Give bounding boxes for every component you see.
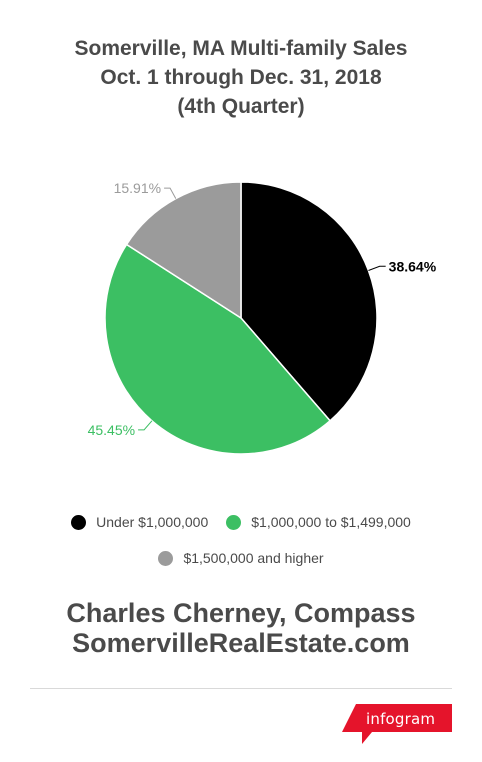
title-line-2: Oct. 1 through Dec. 31, 2018 [100,66,382,89]
pie-label-1m-to-1-499m: 45.45% [88,422,135,438]
footer-line-1: Charles Cherney, Compass [66,598,416,628]
legend-swatch-1-5m-and-higher [158,550,174,566]
legend-row-2: $1,500,000 and higher [0,550,482,566]
legend-swatch-1m-to-1-499m [226,514,242,530]
footer-line-2: SomervilleRealEstate.com [72,628,410,658]
title-line-1: Somerville, MA Multi-family Sales [74,37,408,60]
legend-swatch-under-1m [71,514,87,530]
legend-label-1-5m-and-higher: $1,500,000 and higher [183,550,324,566]
infogram-logo[interactable]: infogram [342,704,452,746]
pie-label-leader-1m-to-1-499m [138,420,153,431]
legend-label-under-1m: Under $1,000,000 [96,514,209,530]
legend-row-1: Under $1,000,000 $1,000,000 to $1,499,00… [0,514,482,530]
pie-label-leader-1-5m-and-higher [164,187,177,199]
legend-item-1-5m-and-higher[interactable]: $1,500,000 and higher [158,550,324,566]
title-line-3: (4th Quarter) [177,95,305,118]
infogram-logo-text: infogram [366,710,436,728]
pie-label-1-5m-and-higher: 15.91% [114,180,161,196]
pie-chart: 38.64% 45.45% 15.91% [88,180,437,455]
pie-label-leader-under-1m [368,265,386,271]
legend-item-under-1m[interactable]: Under $1,000,000 [71,514,208,530]
footer-credit: Charles Cherney, Compass SomervilleRealE… [0,598,482,658]
infogram-logo-shape [342,704,452,744]
footer-divider [30,688,452,689]
legend-item-1m-to-1-499m[interactable]: $1,000,000 to $1,499,000 [226,514,411,530]
legend-label-1m-to-1-499m: $1,000,000 to $1,499,000 [251,514,411,530]
chart-title: Somerville, MA Multi-family Sales Oct. 1… [0,34,482,121]
pie-label-under-1m: 38.64% [389,258,437,274]
